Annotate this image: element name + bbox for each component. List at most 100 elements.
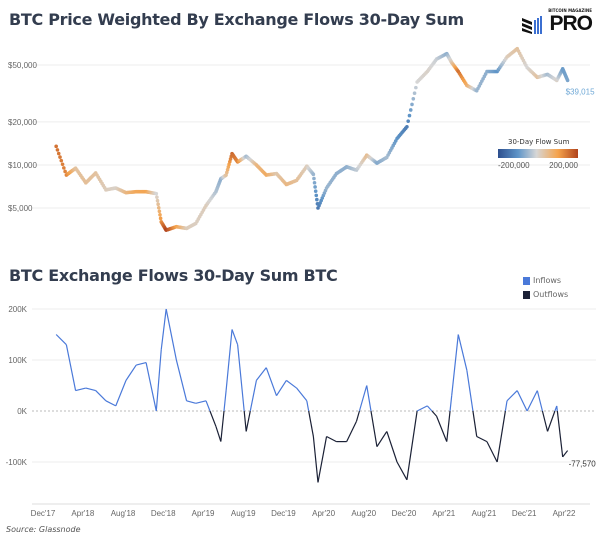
flow-line-segment <box>504 400 508 412</box>
flow-line-segment <box>165 308 177 361</box>
flow-line-segment <box>175 359 188 401</box>
flow-line-segment <box>431 410 437 417</box>
color-legend-gradient <box>498 149 578 158</box>
price-dot <box>414 85 418 90</box>
x-tick-label: Aug'21 <box>472 509 497 518</box>
x-tick-label: Apr'18 <box>71 509 94 518</box>
price-dot <box>158 216 163 221</box>
price-dot <box>314 193 319 198</box>
flow-line-segment <box>355 410 361 422</box>
y-tick-label: 200K <box>8 305 27 314</box>
price-dot <box>156 202 160 207</box>
flows-line-chart: -100K 0K 100K 200K Dec'17 Apr'18 Aug'18 Dec'18 A… <box>6 305 597 518</box>
flow-line-segment <box>209 410 217 427</box>
flow-line-segment <box>435 415 448 442</box>
price-dot <box>158 213 162 217</box>
flow-line-segment <box>85 387 96 392</box>
outflows-swatch <box>523 290 530 299</box>
flow-line-segment <box>386 431 398 463</box>
x-tick-label: Dec'17 <box>31 509 56 518</box>
flow-line-segment <box>476 435 488 443</box>
flow-line-segment <box>186 400 196 404</box>
color-legend-min: -200,000 <box>498 161 530 170</box>
last-flow-label: -77,570 <box>569 460 597 469</box>
flow-line-segment <box>286 379 297 389</box>
price-dot <box>56 151 61 156</box>
x-tick-label: Apr'20 <box>312 509 335 518</box>
price-dot <box>406 119 410 123</box>
price-scatter-chart: $5,000 $10,000 $20,000 $50,000 $39,015 <box>8 46 595 232</box>
x-tick-label: Apr'19 <box>192 509 215 518</box>
flow-line-segment <box>312 436 319 483</box>
flow-line-segment <box>255 367 267 381</box>
flow-line-segment <box>231 329 239 345</box>
price-dot <box>156 205 161 210</box>
flow-line-segment <box>275 380 287 397</box>
price-dot <box>412 91 417 96</box>
legend-item-inflows: Inflows <box>523 276 561 285</box>
flow-line-segment <box>526 390 538 412</box>
flow-line-segment <box>195 400 207 404</box>
flow-line-segment <box>95 390 107 402</box>
x-tick-label: Apr'22 <box>553 509 576 518</box>
flow-line-segment <box>75 387 86 392</box>
flow-line-segment <box>317 436 328 483</box>
flow-line-segment <box>416 405 428 412</box>
legend-label: Inflows <box>533 276 562 285</box>
flow-line-segment <box>446 410 451 442</box>
flow-line-segment <box>243 410 247 432</box>
flow-line-segment <box>225 329 233 391</box>
color-legend: -200,000 200,000 <box>498 149 579 170</box>
flow-line-segment <box>457 334 468 371</box>
bitcoin-magazine-pro-logo: BITCOIN MAGAZINE PRO <box>522 8 593 36</box>
x-tick-label: Dec'19 <box>271 509 296 518</box>
price-dot <box>313 189 318 193</box>
y-tick-label: $5,000 <box>8 204 33 213</box>
flow-line-segment <box>249 380 257 412</box>
flow-line-segment <box>215 426 222 442</box>
x-tick-label: Dec'18 <box>151 509 176 518</box>
y-tick-label: $10,000 <box>8 161 37 170</box>
x-tick-label: Aug'19 <box>231 509 256 518</box>
flow-line-segment <box>536 390 544 412</box>
flow-line-segment <box>220 410 225 442</box>
flow-line-segment <box>396 461 408 481</box>
price-dot <box>59 158 64 163</box>
price-dot <box>157 209 162 214</box>
flow-line-segment <box>496 410 506 463</box>
flow-line-segment <box>245 410 251 432</box>
flow-line-segment <box>55 334 67 346</box>
price-dot <box>315 197 319 202</box>
flow-line-segment <box>449 395 453 412</box>
price-dot <box>155 198 160 203</box>
flow-line-segment <box>145 362 157 412</box>
flow-line-segment <box>546 410 556 432</box>
price-dot <box>62 166 66 170</box>
flow-line-segment <box>556 410 564 457</box>
logo-pro-text: PRO <box>549 12 593 35</box>
x-tick-label: Aug'20 <box>351 509 376 518</box>
flow-line-segment <box>308 410 314 437</box>
flow-line-segment <box>326 435 337 443</box>
flow-line-segment <box>136 361 147 366</box>
price-dot <box>313 185 317 189</box>
price-dot <box>60 162 65 167</box>
flow-line-segment <box>358 385 368 412</box>
price-dot <box>408 108 413 112</box>
price-dot <box>312 180 317 185</box>
source-note: Source: Glassnode <box>6 525 81 534</box>
flow-line-segment <box>366 385 372 412</box>
y-tick-label: $20,000 <box>8 118 37 127</box>
flow-line-segment <box>223 390 227 412</box>
flow-line-segment <box>506 390 518 402</box>
flow-line-segment <box>306 400 310 412</box>
price-dot <box>63 169 67 174</box>
price-dot <box>405 124 409 129</box>
inflows-swatch <box>523 276 530 285</box>
price-dot <box>54 144 58 149</box>
price-dot <box>311 172 316 177</box>
flow-line-segment <box>370 410 378 447</box>
y-tick-label: 0K <box>17 407 27 416</box>
top-chart-title: BTC Price Weighted By Exchange Flows 30-… <box>9 10 464 29</box>
